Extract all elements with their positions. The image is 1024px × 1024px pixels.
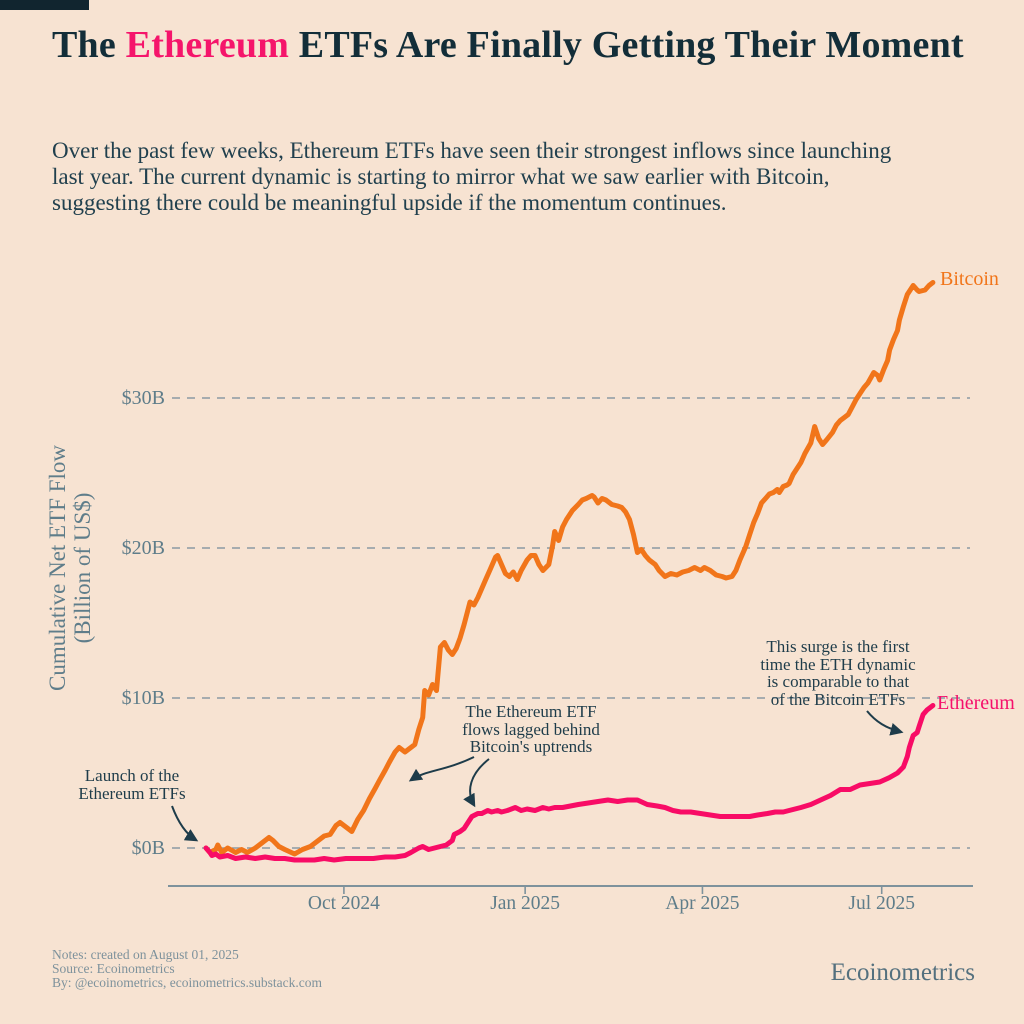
intro-paragraph: Over the past few weeks, Ethereum ETFs h… [52, 138, 891, 216]
footnote-line: By: @ecoinometrics, ecoinometrics.substa… [52, 974, 322, 990]
surge-annotation-arrow [866, 710, 904, 736]
title-highlight: Ethereum [125, 24, 290, 66]
intro-line: last year. The current dynamic is starti… [52, 164, 830, 189]
y-tick-label-20b: $20B [121, 537, 165, 559]
intro-line: Over the past few weeks, Ethereum ETFs h… [52, 138, 892, 163]
title-suffix: ETFs Are Finally Getting Their Moment [289, 24, 964, 66]
annotation-lagged: The Ethereum ETF flows lagged behind Bit… [462, 702, 600, 756]
bitcoin-line [203, 280, 936, 857]
intro-line: suggesting there could be meaningful ups… [52, 190, 727, 215]
brand-corner-bar [0, 0, 89, 10]
x-tick-label-apr-2025: Apr 2025 [665, 893, 740, 914]
footnote-line: Notes: created on August 01, 2025 [52, 947, 239, 962]
x-tick-label-jan-2025: Jan 2025 [490, 893, 561, 914]
lagged-to-ethereum-arrow [463, 758, 490, 808]
lagged-to-bitcoin-arrow [408, 756, 475, 782]
launch-annotation-arrow [171, 805, 199, 842]
y-tick-label-10b: $10B [121, 687, 165, 709]
gridline-layer [172, 397, 970, 849]
annotation-surge: This surge is the first time the ETH dyn… [760, 637, 916, 709]
ethereum-series-label: Ethereum [937, 692, 1015, 714]
title-prefix: The [52, 24, 126, 66]
footnote-line: Source: Ecoinometrics [52, 960, 175, 976]
y-tick-label-0b: $0B [131, 837, 165, 859]
x-tick-label-oct-2024: Oct 2024 [307, 893, 380, 914]
y-tick-label-30b: $30B [121, 387, 165, 409]
series-layer [203, 280, 936, 863]
brand-wordmark: Ecoinometrics [830, 959, 975, 986]
annotation-launch: Launch of the Ethereum ETFs [78, 766, 186, 803]
footnotes: Notes: created on August 01, 2025 Source… [52, 948, 322, 989]
bitcoin-series-label: Bitcoin [940, 268, 999, 290]
page-title: The Ethereum ETFs Are Finally Getting Th… [52, 22, 964, 69]
x-tick-label-jul-2025: Jul 2025 [848, 893, 916, 914]
